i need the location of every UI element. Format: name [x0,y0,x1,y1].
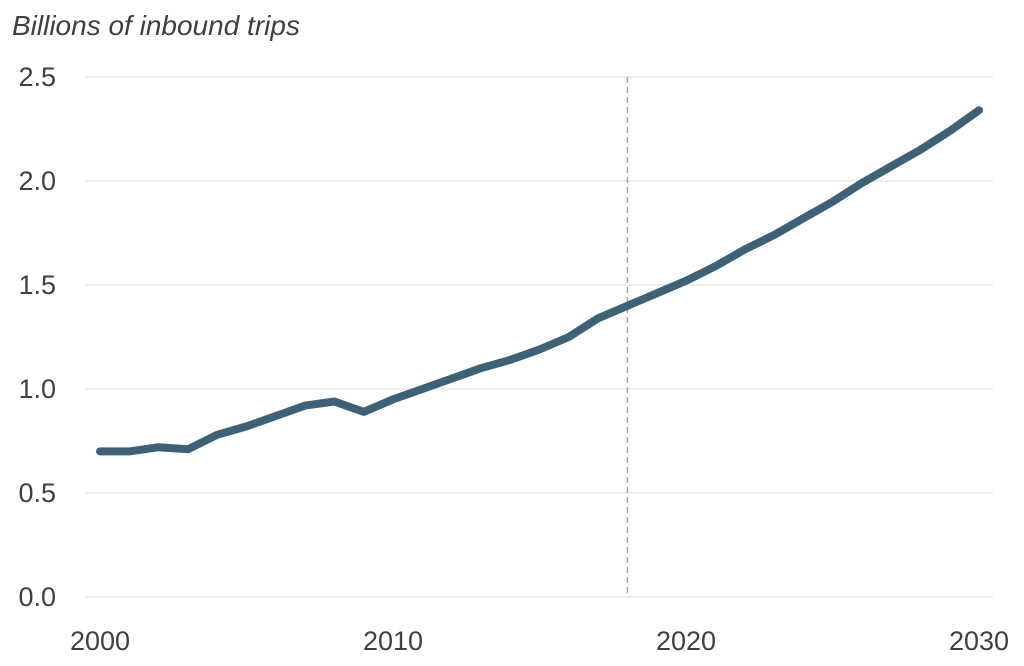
x-axis-labels: 2000 2010 2020 2030 [70,626,1009,656]
y-axis-labels: 0.0 0.5 1.0 1.5 2.0 2.5 [18,62,56,612]
y-tick-label: 0.5 [18,478,56,508]
y-tick-label: 0.0 [18,582,56,612]
x-tick-label: 2020 [656,626,716,656]
chart-title: Billions of inbound trips [12,10,300,41]
x-tick-label: 2010 [363,626,423,656]
y-tick-label: 2.5 [18,62,56,92]
y-tick-label: 2.0 [18,166,56,196]
x-tick-label: 2030 [949,626,1009,656]
series-group [96,106,983,456]
series-line-0 [96,106,983,456]
y-tick-label: 1.0 [18,374,56,404]
x-tick-label: 2000 [70,626,130,656]
grid-lines [85,76,993,598]
y-tick-label: 1.5 [18,270,56,300]
